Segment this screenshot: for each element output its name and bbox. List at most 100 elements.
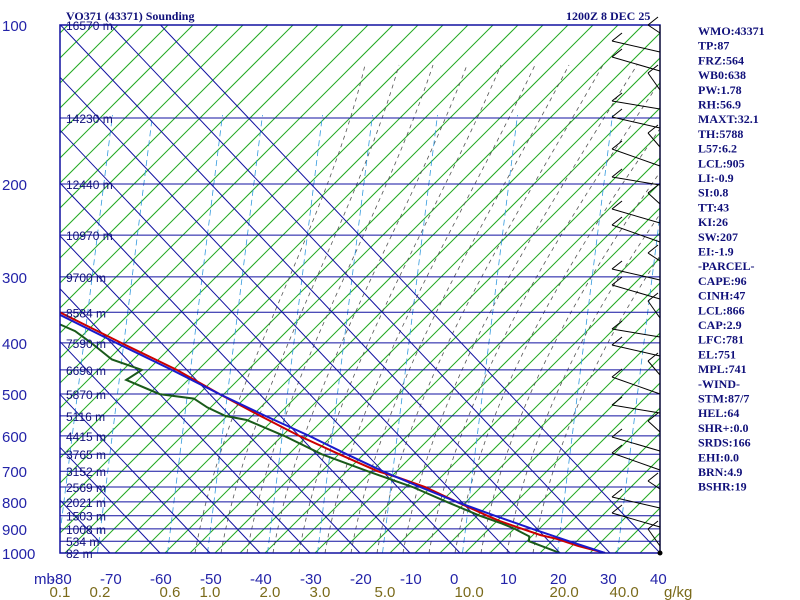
wind-barb [611, 40, 661, 53]
mixing-ratio-label: 0.1 [50, 584, 71, 600]
index-entry: -PARCEL- [698, 259, 754, 273]
temperature-tick-label: -80 [50, 571, 72, 588]
dry-adiabat [489, 382, 660, 553]
index-entry: BSHR:19 [698, 480, 747, 494]
wind-barb-flag [611, 48, 623, 58]
index-entry: KI:26 [698, 215, 728, 229]
wind-barb-flag [611, 396, 623, 406]
wind-barb [647, 480, 661, 490]
temperature-tick-label: -30 [300, 571, 322, 588]
moist-adiabat [298, 64, 502, 553]
wind-barb-flag [611, 168, 623, 178]
wind-barb-flag [647, 352, 659, 362]
index-entry: CAP:2.9 [698, 318, 742, 332]
index-entry: TT:43 [698, 200, 729, 214]
wind-barb-flag [647, 244, 659, 254]
isotherm [60, 76, 511, 553]
wind-barb [611, 284, 661, 300]
dry-adiabat [60, 25, 194, 159]
wind-barb-flag [611, 32, 623, 42]
dry-adiabat [60, 25, 469, 434]
dry-adiabat [339, 232, 660, 553]
isotherm [60, 393, 211, 553]
mixing-ratio-line [557, 114, 613, 553]
series-dewpoint [60, 323, 561, 553]
wind-barb [611, 148, 661, 167]
temperature-tick-label: 40 [650, 571, 667, 588]
wind-barb [647, 72, 661, 91]
dry-adiabat [239, 132, 660, 553]
wind-barb-flag [611, 444, 623, 454]
height-label: 3765 m [66, 448, 106, 462]
height-label: 4415 m [66, 430, 106, 444]
wind-barb [647, 192, 661, 205]
dry-adiabat [139, 32, 660, 553]
mixing-ratio-line [317, 114, 373, 553]
wind-barb-flag [647, 412, 659, 422]
index-entry: FRZ:564 [698, 53, 744, 67]
index-entry: HEL:64 [698, 406, 739, 420]
wind-barb [611, 100, 661, 110]
index-entry: RH:56.9 [698, 98, 741, 112]
pressure-tick-label: 900 [2, 522, 27, 539]
wind-barb-flag [647, 472, 659, 482]
temperature-tick-label: 20 [550, 571, 567, 588]
isotherm [60, 446, 161, 553]
index-entry: LCL:866 [698, 303, 745, 317]
temperature-tick-label: -50 [200, 571, 222, 588]
series-parcel [60, 313, 606, 553]
wind-barb [647, 24, 661, 34]
mixing-ratio-label: 0.2 [90, 584, 111, 600]
dry-adiabat [60, 25, 169, 134]
dry-adiabat [60, 25, 444, 409]
pressure-tick-label: 600 [2, 429, 27, 446]
wind-barb-flag [611, 140, 623, 150]
moist-adiabat [194, 64, 366, 553]
index-entry: SRDS:166 [698, 436, 751, 450]
wind-barb-flag [647, 184, 659, 194]
wind-barb-flag [611, 428, 623, 438]
wind-barb [611, 208, 661, 224]
pressure-tick-label: 400 [2, 336, 27, 353]
dry-adiabat [89, 25, 619, 553]
wind-barb [611, 344, 661, 357]
dry-adiabat [164, 57, 660, 553]
mixing-ratio-line [267, 114, 323, 553]
mixing-ratio-label: 3.0 [310, 584, 331, 600]
isotherm [60, 25, 561, 553]
pressure-tick-label: 700 [2, 464, 27, 481]
mixing-ratio-label: 0.6 [160, 584, 181, 600]
mixing-ratio-label: 20.0 [550, 584, 579, 600]
height-label: 6690 m [66, 364, 106, 378]
dry-adiabat [539, 432, 660, 553]
dry-adiabat [364, 257, 660, 553]
mixing-ratio-line [207, 114, 263, 553]
mixing-ratio-label: g/kg [664, 584, 692, 600]
index-entry: SI:0.8 [698, 186, 728, 200]
index-entry: MAXT:32.1 [698, 112, 759, 126]
index-entry: LFC:781 [698, 333, 744, 347]
height-label: 1503 m [66, 510, 106, 524]
temperature-tick-label: -40 [250, 571, 272, 588]
wind-barb-flag [647, 64, 659, 74]
surface-wind-marker [657, 550, 663, 556]
moist-adiabat [272, 64, 468, 553]
wind-barb-flag [611, 320, 623, 330]
wind-barb [611, 512, 661, 528]
isotherm [110, 25, 611, 553]
dry-adiabat [60, 25, 294, 259]
dry-adiabat [60, 25, 569, 534]
index-entry: PW:1.78 [698, 83, 742, 97]
dry-adiabat [114, 25, 644, 553]
dry-adiabat [60, 25, 369, 334]
temperature-tick-label: -10 [400, 571, 422, 588]
mixing-ratio-label: 40.0 [610, 584, 639, 600]
wind-barb [647, 528, 661, 547]
index-entry: -WIND- [698, 377, 740, 391]
dry-adiabat [64, 25, 594, 553]
dry-adiabat [439, 332, 660, 553]
pressure-tick-label: 300 [2, 270, 27, 287]
wind-barb [647, 420, 661, 433]
